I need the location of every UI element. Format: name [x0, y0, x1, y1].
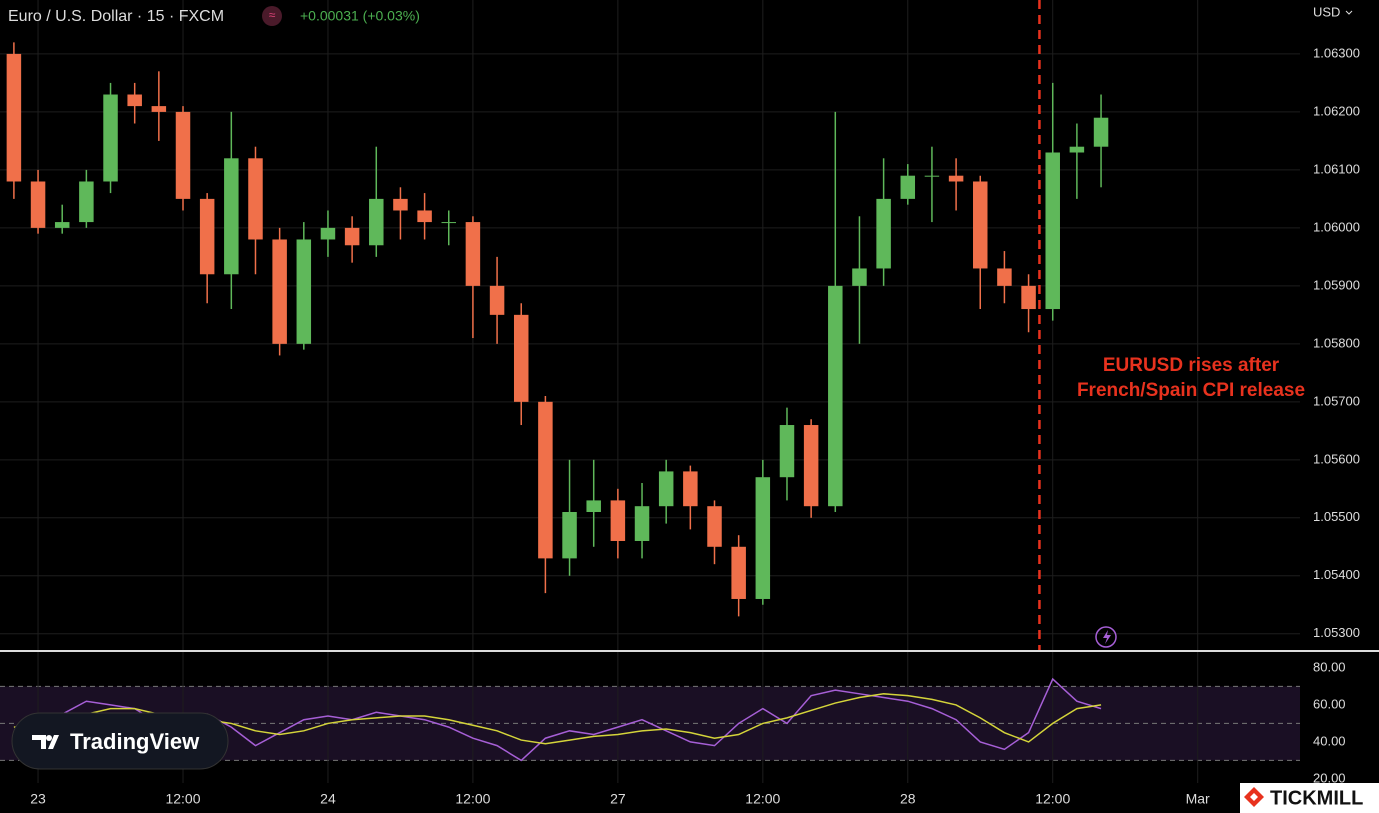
y-tick-label: 80.00 [1313, 659, 1346, 674]
candle-body [272, 239, 287, 344]
candle-body [924, 175, 940, 177]
candle-body [393, 198, 408, 211]
indicator-icon [262, 6, 282, 26]
tradingview-text: TradingView [70, 729, 200, 754]
y-tick-label: 1.06200 [1313, 103, 1360, 118]
candle-body [1021, 285, 1036, 310]
candle-body [441, 222, 457, 224]
price-change: +0.00031 (+0.03%) [300, 8, 420, 24]
event-icon-glyph [1103, 630, 1111, 644]
event-icon[interactable] [1095, 626, 1117, 648]
candle-body [876, 198, 891, 269]
y-tick-label: 1.06100 [1313, 161, 1360, 176]
candle-body [79, 181, 94, 223]
tradingview-logo-dot [46, 735, 52, 741]
candle-body [369, 198, 384, 246]
annotation-text: French/Spain CPI release [1077, 380, 1305, 401]
candle-body [828, 285, 843, 507]
chart-title: Euro / U.S. Dollar · 15 · FXCM [8, 8, 224, 25]
tickmill-text: TICKMILL [1270, 787, 1363, 809]
candle-body [973, 181, 988, 269]
candle-body [1045, 152, 1060, 310]
y-tick-label: 1.06300 [1313, 45, 1360, 60]
x-tick-label: 27 [610, 791, 626, 807]
candle-body [658, 471, 674, 507]
candle-body [779, 425, 795, 478]
candle-body [1093, 117, 1109, 147]
y-tick-label: 1.05300 [1313, 625, 1360, 640]
x-tick-label: 23 [30, 791, 46, 807]
tickmill-badge [1240, 783, 1379, 813]
x-tick-label: 12:00 [165, 791, 200, 807]
candle-body [417, 210, 432, 223]
tradingview-badge [11, 712, 229, 770]
candle-body [948, 175, 964, 182]
candle-body [852, 268, 867, 286]
x-tick-label: 12:00 [1035, 791, 1070, 807]
currency-label[interactable]: USD [1313, 4, 1340, 19]
y-tick-label: 60.00 [1313, 696, 1346, 711]
candle-body [296, 239, 312, 344]
x-tick-label: 12:00 [745, 791, 780, 807]
y-tick-label: 1.05500 [1313, 509, 1360, 524]
candle-body [610, 500, 626, 541]
y-tick-label: 1.05400 [1313, 567, 1360, 582]
candle-body [586, 500, 601, 512]
candle-body [54, 222, 70, 228]
candle-body [248, 158, 263, 240]
indicator-icon-glyph: ≈ [269, 8, 276, 22]
candle-body [344, 227, 360, 246]
candle-body [683, 471, 698, 507]
candle-body [465, 222, 481, 286]
candle-body [127, 94, 142, 107]
tradingview-logo [32, 735, 59, 749]
currency-chevron[interactable] [1345, 10, 1353, 15]
x-tick-label: 24 [320, 791, 336, 807]
x-tick-label: Mar [1186, 791, 1210, 807]
candle-body [30, 181, 46, 228]
y-tick-label: 20.00 [1313, 770, 1346, 785]
candle-body [562, 511, 577, 559]
candle-body [175, 111, 191, 199]
candle-body [513, 314, 529, 402]
candle-body [199, 198, 215, 275]
tickmill-logo-inner [1250, 793, 1258, 801]
x-tick-label: 12:00 [455, 791, 490, 807]
candle-body [489, 285, 505, 315]
candle-body [900, 175, 916, 199]
candle-body [1069, 146, 1085, 153]
candle-body [731, 546, 746, 599]
y-tick-label: 1.05700 [1313, 393, 1360, 408]
candle-body [320, 227, 336, 240]
candle-body [224, 158, 239, 275]
x-tick-label: 28 [900, 791, 916, 807]
candle-body [151, 106, 167, 112]
candle-body [538, 401, 553, 559]
y-tick-label: 1.05900 [1313, 277, 1360, 292]
candle-body [997, 268, 1012, 286]
candle-body [6, 53, 22, 182]
y-tick-label: 1.05600 [1313, 451, 1360, 466]
candle-body [103, 94, 118, 182]
y-tick-label: 1.06000 [1313, 219, 1360, 234]
candle-body [634, 506, 650, 541]
candle-body [707, 506, 722, 547]
y-tick-label: 40.00 [1313, 733, 1346, 748]
annotation-text: EURUSD rises after [1103, 355, 1280, 376]
candle-body [803, 425, 819, 507]
y-tick-label: 1.05800 [1313, 335, 1360, 350]
candle-body [755, 477, 771, 599]
